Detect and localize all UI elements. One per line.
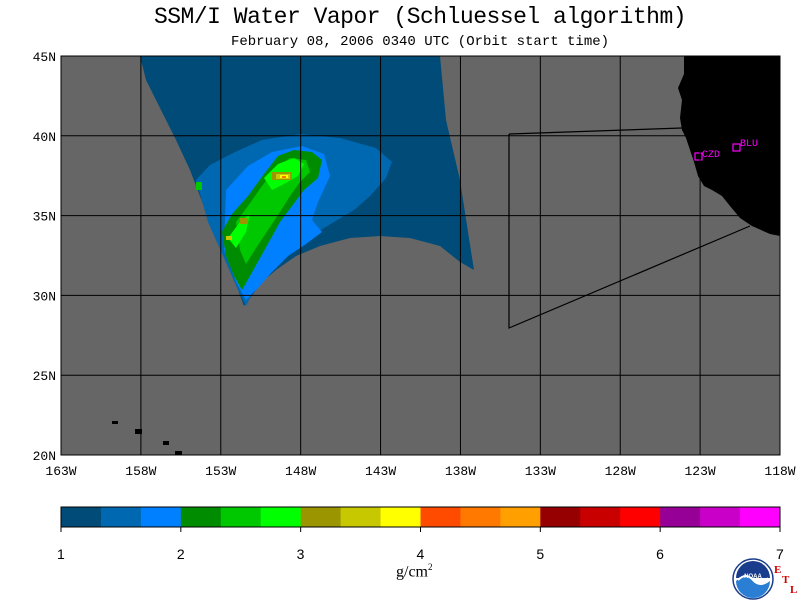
noaa-logo-icon: NOAA	[732, 558, 774, 600]
longitude-tick-label: 138W	[445, 464, 476, 479]
latitude-labels: 45N 40N 35N 30N 25N 20N	[33, 50, 56, 464]
longitude-tick-label: 128W	[605, 464, 636, 479]
longitude-tick-label: 143W	[365, 464, 396, 479]
colorbar-swatch	[500, 507, 541, 527]
latitude-tick-label: 40N	[33, 130, 56, 145]
latitude-tick-label: 30N	[33, 289, 56, 304]
colorbar-swatch	[660, 507, 701, 527]
colorbar-swatch	[140, 507, 182, 527]
longitude-tick-label: 153W	[205, 464, 236, 479]
longitude-tick-label: 118W	[764, 464, 795, 479]
colorbar-tick-label: 3	[296, 546, 305, 562]
colorbar-swatch	[380, 507, 421, 527]
noaa-logo-text: NOAA	[744, 574, 762, 580]
colorbar-swatch	[100, 507, 142, 527]
colorbar-swatch	[220, 507, 262, 527]
colorbar-swatch	[300, 507, 342, 527]
chart-title: SSM/I Water Vapor (Schluessel algorithm)	[153, 4, 687, 30]
longitude-tick-label: 148W	[285, 464, 316, 479]
longitude-tick-label: 163W	[45, 464, 76, 479]
sector-outline	[508, 127, 751, 329]
colorbar-swatch	[340, 507, 382, 527]
colorbar-swatch	[740, 507, 781, 527]
colorbar-swatch	[260, 507, 302, 527]
station-blu: BLU	[732, 139, 758, 152]
land-mass	[678, 56, 780, 236]
colorbar-tick-label: 2	[176, 546, 185, 562]
etl-letter-l: L	[790, 584, 798, 596]
colorbar-swatch	[540, 507, 581, 527]
latitude-tick-label: 45N	[33, 50, 56, 65]
colorbar-swatch	[700, 507, 741, 527]
colorbar-swatch	[620, 507, 661, 527]
etl-letter-t: T	[782, 574, 790, 586]
colorbar-swatch	[580, 507, 621, 527]
colorbar-tick-label: 1	[57, 546, 65, 562]
colorbar	[60, 506, 781, 532]
colorbar-tick-label: 5	[536, 546, 545, 562]
station-czd: CZD	[694, 150, 720, 161]
colorbar-swatch	[460, 507, 501, 527]
colorbar-swatch	[61, 507, 102, 527]
grid-lines	[61, 56, 780, 455]
colorbar-tick-label: 6	[656, 546, 664, 562]
colorbar-swatch	[420, 507, 461, 527]
colorbar-tick-label: 4	[416, 546, 425, 562]
etl-letter-e: E	[774, 564, 782, 576]
water-vapor-swath	[140, 56, 474, 306]
longitude-labels: 163W 158W 153W 148W 143W 138W 133W 128W 123W 118W	[45, 464, 795, 479]
hawaiian-islands	[112, 421, 182, 455]
latitude-tick-label: 25N	[33, 369, 56, 384]
colorbar-tick-label: 7	[776, 546, 784, 562]
latitude-tick-label: 35N	[33, 210, 56, 225]
colorbar-units: g/cm2	[396, 562, 433, 581]
latitude-tick-label: 20N	[33, 449, 56, 464]
longitude-tick-label: 158W	[125, 464, 156, 479]
colorbar-swatch	[180, 507, 222, 527]
chart-subtitle: February 08, 2006 0340 UTC (Orbit start …	[230, 34, 610, 50]
station-blu-label: BLU	[740, 139, 758, 150]
map-frame	[60, 55, 781, 456]
longitude-tick-label: 123W	[685, 464, 716, 479]
station-czd-label: CZD	[702, 150, 720, 161]
longitude-tick-label: 133W	[525, 464, 556, 479]
